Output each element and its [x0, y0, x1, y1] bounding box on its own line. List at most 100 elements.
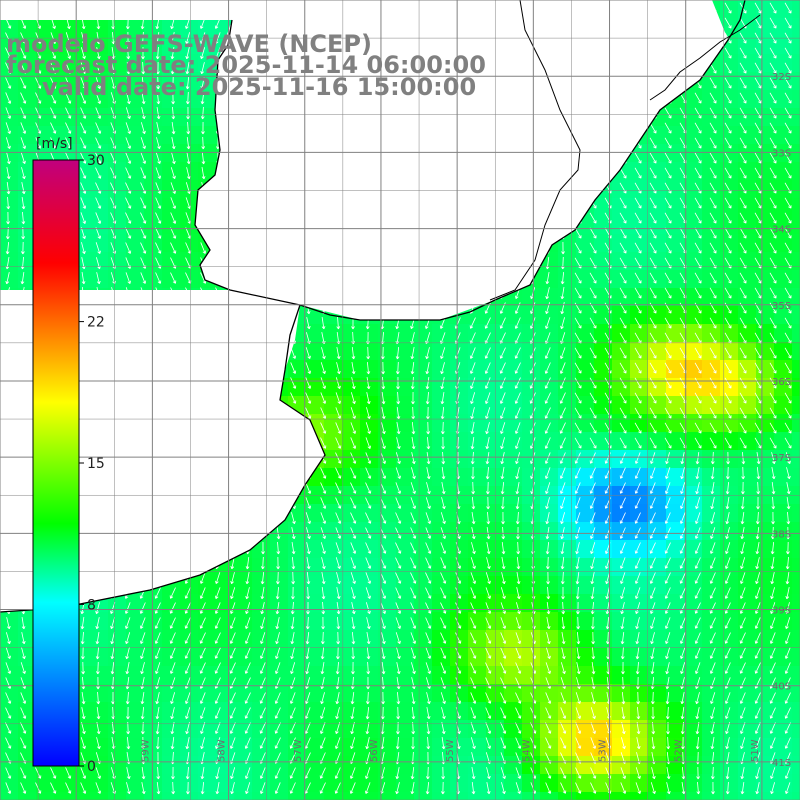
wind-arrow	[95, 122, 102, 134]
wind-arrow	[634, 317, 642, 329]
wind-arrow	[634, 152, 642, 164]
wind-arrow	[305, 377, 312, 389]
wind-arrow	[754, 437, 762, 449]
wind-arrow	[485, 587, 491, 599]
wind-cell	[360, 540, 379, 559]
wind-arrow	[291, 512, 296, 525]
wind-cell	[324, 756, 343, 775]
wind-cell	[0, 162, 19, 181]
wind-cell	[612, 432, 631, 451]
wind-cell	[450, 522, 469, 541]
wind-cell	[684, 126, 703, 145]
wind-cell	[468, 702, 487, 721]
wind-cell	[414, 504, 433, 523]
wind-arrow	[739, 377, 747, 389]
wind-cell	[648, 666, 667, 685]
wind-cell	[252, 684, 271, 703]
wind-arrow	[214, 587, 221, 599]
wind-arrow	[785, 587, 790, 600]
wind-cell	[432, 558, 451, 577]
wind-cell	[432, 432, 451, 451]
wind-arrow	[664, 542, 671, 554]
wind-cell	[558, 360, 577, 379]
wind-arrow	[649, 422, 657, 434]
wind-cell	[18, 702, 37, 721]
wind-arrow	[426, 482, 431, 495]
wind-cell	[468, 468, 487, 487]
wind-cell	[360, 504, 379, 523]
wind-arrow	[170, 227, 177, 239]
wind-arrow	[784, 437, 792, 449]
wind-arrow	[185, 62, 190, 75]
wind-cell	[666, 450, 685, 469]
wind-cell	[18, 666, 37, 685]
wind-arrow	[499, 317, 506, 329]
wind-cell	[594, 360, 613, 379]
wind-cell	[342, 576, 361, 595]
wind-cell	[720, 648, 739, 667]
wind-arrow	[784, 317, 792, 329]
wind-arrow	[411, 467, 416, 480]
wind-arrow	[739, 437, 747, 449]
wind-arrow	[455, 557, 462, 569]
wind-arrow	[769, 62, 777, 74]
wind-cell	[630, 648, 649, 667]
wind-cell	[450, 324, 469, 343]
wind-arrow	[575, 512, 581, 524]
wind-cell	[612, 648, 631, 667]
wind-arrow	[709, 587, 716, 599]
wind-arrow	[350, 392, 356, 405]
wind-arrow	[245, 572, 250, 585]
wind-arrow	[484, 377, 491, 389]
wind-arrow	[665, 467, 671, 480]
wind-arrow	[351, 602, 356, 615]
wind-cell	[0, 252, 19, 271]
wind-arrow	[694, 212, 702, 224]
wind-cell	[522, 414, 541, 433]
wind-arrow	[426, 436, 431, 450]
wind-arrow	[515, 452, 521, 465]
wind-arrow	[664, 107, 672, 119]
wind-arrow	[574, 392, 582, 404]
wind-cell	[738, 306, 757, 325]
wind-cell	[270, 576, 289, 595]
wind-arrow	[155, 46, 160, 60]
wind-arrow	[694, 197, 702, 209]
wind-cell	[432, 648, 451, 667]
wind-arrow	[411, 421, 416, 435]
wind-cell	[702, 666, 721, 685]
wind-cell	[756, 270, 775, 289]
wind-cell	[792, 558, 800, 577]
wind-cell	[774, 756, 793, 775]
wind-arrow	[410, 497, 417, 509]
wind-cell	[432, 720, 451, 739]
wind-cell	[360, 360, 379, 379]
wind-cell	[468, 558, 487, 577]
wind-cell	[522, 324, 541, 343]
wind-cell	[450, 540, 469, 559]
wind-arrow	[306, 571, 311, 585]
wind-cell	[396, 504, 415, 523]
wind-cell	[18, 126, 37, 145]
latitude-label: 34S	[772, 225, 791, 236]
wind-cell	[738, 702, 757, 721]
wind-cell	[702, 756, 721, 775]
wind-arrow	[201, 121, 205, 135]
wind-arrow	[784, 407, 792, 419]
wind-cell	[612, 216, 631, 235]
wind-arrow	[649, 557, 656, 569]
wind-arrow	[395, 497, 402, 509]
wind-cell	[648, 576, 667, 595]
wind-cell	[360, 450, 379, 469]
wind-arrow	[5, 47, 12, 59]
wind-arrow	[634, 242, 642, 254]
wind-cell	[414, 576, 433, 595]
wind-cell	[162, 180, 181, 199]
wind-cell	[360, 432, 379, 451]
wind-cell	[576, 252, 595, 271]
wind-arrow	[619, 422, 627, 434]
wind-cell	[558, 648, 577, 667]
wind-arrow	[5, 92, 12, 104]
wind-cell	[594, 252, 613, 271]
wind-arrow	[440, 587, 447, 599]
